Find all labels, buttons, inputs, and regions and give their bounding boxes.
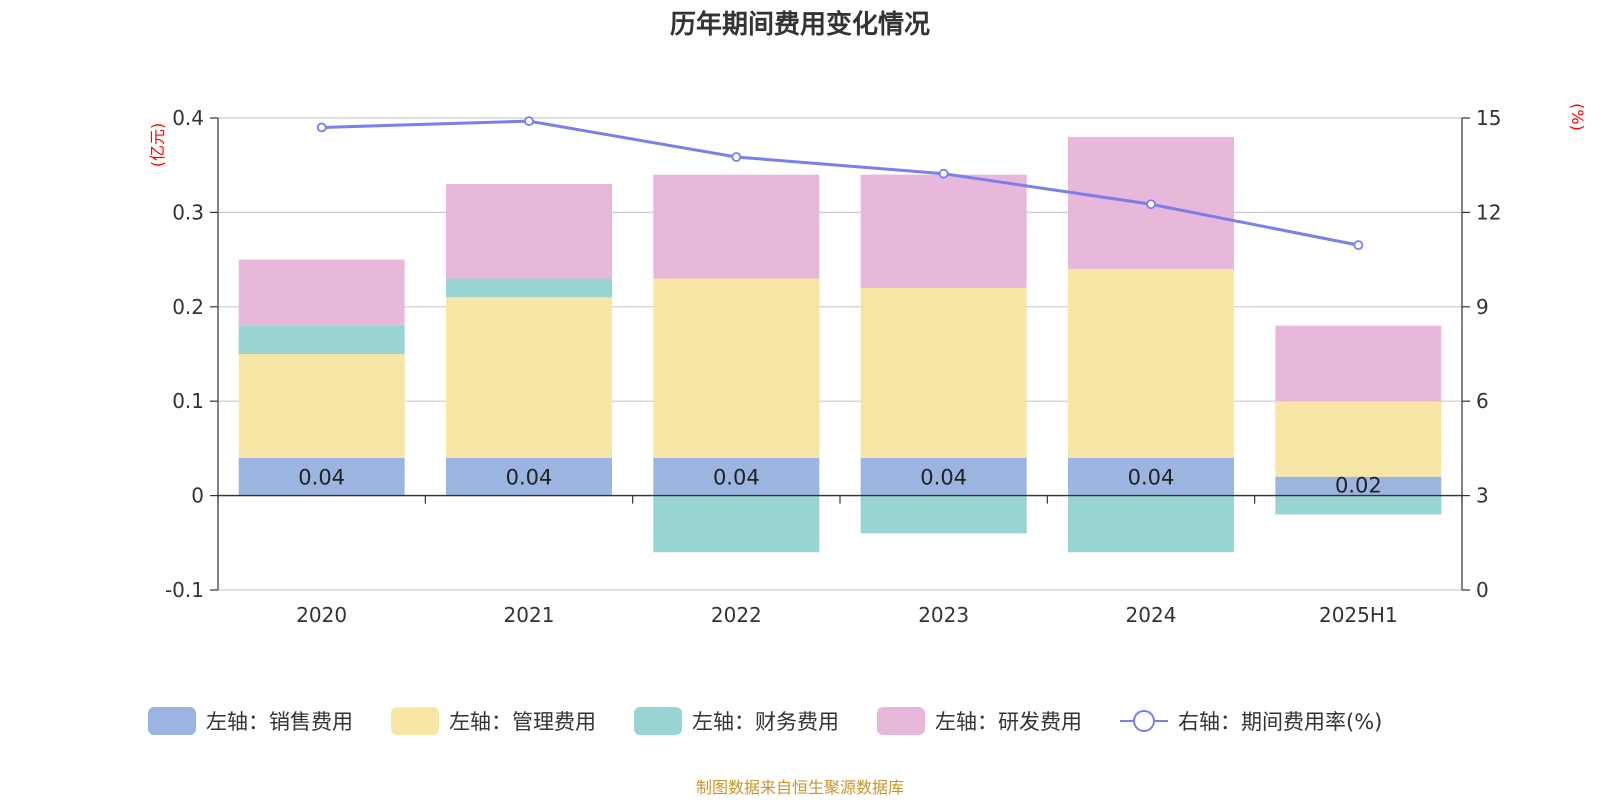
source-note: 制图数据来自恒生聚源数据库 bbox=[696, 778, 904, 797]
right-axis-tick-label: 6 bbox=[1476, 389, 1489, 413]
legend-label: 左轴：研发费用 bbox=[935, 710, 1082, 734]
bar-segment bbox=[1068, 269, 1234, 458]
bar-segment bbox=[653, 495, 820, 553]
label-layer: 0.04 0.04 0.04 0.04 0.04 0.02 bbox=[298, 466, 1381, 498]
left-axis-tick-label: 0.1 bbox=[172, 389, 204, 413]
bar-segment bbox=[238, 325, 405, 354]
bar-segment bbox=[446, 457, 612, 496]
left-axis-tick-label: 0 bbox=[191, 484, 204, 508]
line-point bbox=[316, 122, 327, 133]
line-point bbox=[524, 116, 534, 127]
left-axis-tick-label: -0.1 bbox=[165, 578, 204, 602]
left-axis-tick-label: 0.2 bbox=[172, 295, 204, 319]
left-axis-unit: (亿元) bbox=[148, 123, 167, 168]
left-axis-tick-label: 0.4 bbox=[172, 106, 204, 130]
line-point bbox=[1353, 240, 1364, 251]
line-point bbox=[938, 168, 949, 179]
bar-segment bbox=[1275, 495, 1442, 515]
right-axis-tick-label: 15 bbox=[1476, 106, 1501, 130]
bar-segment bbox=[860, 457, 1027, 496]
legend-swatch-icon bbox=[391, 707, 439, 735]
right-axis-tick-label: 9 bbox=[1476, 295, 1489, 319]
data-label: 0.04 bbox=[506, 466, 553, 490]
legend-swatch-icon bbox=[634, 707, 682, 735]
bar-segment bbox=[238, 259, 405, 326]
right-axis-tick-label: 0 bbox=[1476, 578, 1489, 602]
right-axis-tick-label: 12 bbox=[1476, 200, 1501, 224]
bar-segment bbox=[860, 174, 1027, 288]
data-label: 0.04 bbox=[920, 466, 967, 490]
right-axis-unit: (%) bbox=[1568, 103, 1587, 131]
axis-layer: -0.1 0 0.1 0.2 0.3 0.4 0 3 6 9 12 15 2020 2021 2022 202… bbox=[165, 106, 1501, 627]
legend-label: 右轴：期间费用率(%) bbox=[1178, 710, 1382, 734]
line-point bbox=[731, 152, 742, 162]
bar-segment bbox=[653, 174, 820, 279]
x-axis-tick-label: 2020 bbox=[296, 603, 347, 627]
x-axis-tick-label: 2024 bbox=[1126, 603, 1177, 627]
bar-segment bbox=[1275, 325, 1442, 402]
bar-segment bbox=[446, 297, 612, 458]
data-label: 0.04 bbox=[298, 466, 345, 490]
legend-label: 左轴：财务费用 bbox=[692, 710, 839, 734]
bar-segment bbox=[1068, 495, 1234, 553]
bar-segment bbox=[860, 495, 1027, 534]
chart-title: 历年期间费用变化情况 bbox=[670, 9, 930, 40]
x-axis-tick-label: 2021 bbox=[504, 603, 555, 627]
legend-label: 左轴：销售费用 bbox=[206, 710, 353, 734]
line-point bbox=[1146, 199, 1156, 210]
data-label: 0.02 bbox=[1335, 474, 1382, 498]
bar-segment bbox=[653, 457, 820, 496]
data-label: 0.04 bbox=[713, 466, 760, 490]
legend: 左轴：销售费用 左轴：管理费用 左轴：财务费用 左轴：研发费用 右轴：期间费用率(%) bbox=[148, 707, 1382, 735]
right-axis-tick-label: 3 bbox=[1476, 484, 1489, 508]
legend-swatch-icon bbox=[877, 707, 925, 735]
bar-segment bbox=[860, 287, 1027, 458]
data-label: 0.04 bbox=[1128, 466, 1175, 490]
bar-segment bbox=[1275, 476, 1442, 496]
bar-segment bbox=[446, 278, 612, 298]
bar-segment bbox=[653, 278, 820, 458]
bar-segment bbox=[238, 457, 405, 496]
bar-segment bbox=[238, 354, 405, 458]
x-axis-tick-label: 2023 bbox=[918, 603, 969, 627]
legend-label: 左轴：管理费用 bbox=[449, 710, 596, 734]
line-series-path bbox=[321, 119, 1359, 247]
legend-swatch-icon bbox=[148, 707, 196, 735]
x-axis-tick-label: 2022 bbox=[711, 603, 762, 627]
line-layer bbox=[316, 116, 1364, 251]
bar-segment bbox=[446, 184, 612, 279]
legend-marker-icon bbox=[1133, 710, 1155, 732]
x-axis-tick-label: 2025H1 bbox=[1319, 603, 1398, 627]
bar-segment bbox=[1068, 457, 1234, 496]
bar-segment bbox=[1275, 401, 1442, 477]
left-axis-tick-label: 0.3 bbox=[172, 200, 204, 224]
bar-layer bbox=[238, 136, 1442, 553]
